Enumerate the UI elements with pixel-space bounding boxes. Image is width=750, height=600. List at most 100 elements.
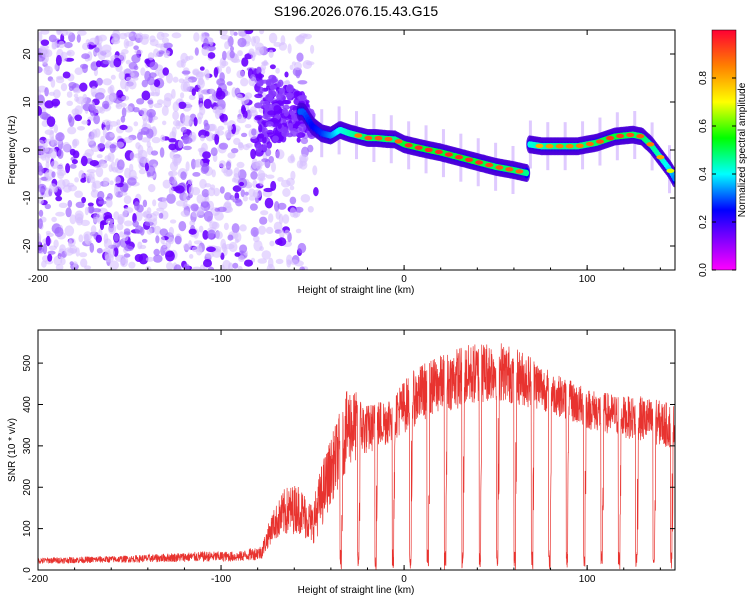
noise-blob: [148, 112, 153, 124]
noise-blob: [108, 164, 113, 172]
noise-blob: [234, 252, 241, 257]
noise-blob: [38, 218, 43, 229]
noise-blob: [50, 160, 59, 169]
noise-blob: [89, 107, 97, 117]
noise-blob: [166, 72, 173, 84]
noise-blob: [244, 124, 252, 129]
noise-blob: [167, 236, 174, 245]
noise-blob: [297, 242, 307, 254]
noise-blob: [242, 144, 250, 151]
noise-blob: [54, 226, 64, 238]
noise-blob: [135, 210, 143, 222]
noise-blob: [259, 246, 264, 252]
noise-blob: [40, 30, 50, 35]
noise-blob: [241, 104, 246, 115]
noise-blob: [103, 238, 112, 249]
noise-blob: [115, 182, 125, 188]
signal-hotspot: [364, 135, 373, 141]
noise-blob: [250, 74, 256, 82]
noise-blob: [255, 46, 264, 56]
snr-marks: [38, 343, 675, 570]
cluster-blob: [258, 124, 263, 133]
noise-blob: [251, 158, 258, 170]
noise-blob: [48, 245, 58, 251]
noise-blob: [307, 144, 314, 153]
noise-blob: [105, 218, 115, 225]
noise-blob: [275, 149, 285, 160]
noise-blob: [40, 185, 45, 196]
noise-blob: [160, 236, 165, 245]
noise-blob: [99, 106, 105, 114]
cluster-blob: [258, 72, 262, 80]
noise-blob: [237, 37, 247, 48]
noise-blob: [82, 103, 93, 112]
noise-blob: [289, 207, 296, 218]
noise-blob: [243, 30, 254, 35]
noise-blob: [80, 177, 87, 183]
noise-blob: [166, 193, 176, 204]
cluster-blob: [254, 115, 263, 119]
noise-blob: [168, 138, 177, 143]
colorbar-gradient: [711, 29, 737, 271]
noise-blob: [231, 177, 237, 183]
noise-blob: [153, 103, 163, 109]
x-tick-label: 100: [579, 274, 596, 285]
noise-blob: [300, 194, 311, 203]
noise-blob: [67, 126, 77, 135]
noise-blob: [95, 234, 103, 243]
noise-blob: [307, 206, 314, 213]
spectrogram-xlabel: Height of straight line (km): [298, 285, 415, 296]
signal-hotspot: [606, 135, 614, 141]
noise-blob: [153, 79, 161, 88]
noise-blob: [216, 130, 225, 136]
cluster-blob: [269, 85, 277, 91]
noise-blob: [38, 246, 44, 254]
snr-xlabel: Height of straight line (km): [298, 585, 415, 596]
noise-blob: [147, 184, 156, 193]
noise-blob: [228, 241, 238, 253]
noise-blob: [84, 265, 92, 270]
noise-blob: [178, 101, 187, 110]
signal-hotspot: [555, 144, 564, 149]
noise-blob: [282, 214, 290, 224]
noise-blob: [123, 136, 133, 144]
noise-blob: [199, 66, 205, 71]
signal-hotspot: [636, 134, 645, 139]
noise-blob: [40, 146, 50, 153]
noise-blob: [84, 206, 89, 216]
noise-blob: [162, 120, 167, 126]
noise-blob: [146, 207, 152, 215]
noise-blob: [284, 71, 289, 78]
noise-blob: [299, 154, 309, 163]
noise-blob: [295, 206, 304, 213]
noise-blob: [188, 228, 197, 235]
noise-blob: [44, 65, 50, 72]
noise-blob: [123, 253, 131, 258]
noise-blob: [185, 56, 191, 61]
noise-blob: [168, 143, 177, 151]
noise-blob: [120, 115, 126, 123]
noise-blob: [132, 220, 139, 228]
noise-blob: [55, 54, 62, 66]
noise-blob: [240, 77, 249, 87]
noise-blob: [132, 107, 140, 113]
noise-blob: [238, 181, 245, 187]
noise-blob: [53, 124, 58, 134]
x-tick-label: -200: [28, 574, 48, 585]
noise-blob: [86, 119, 91, 126]
noise-blob: [132, 213, 137, 223]
noise-blob: [90, 189, 100, 198]
noise-blob: [150, 150, 159, 156]
noise-blob: [125, 76, 133, 82]
noise-blob: [266, 263, 275, 270]
noise-blob: [216, 78, 226, 86]
signal-band: [296, 102, 675, 188]
noise-blob: [173, 153, 183, 164]
spectrogram-ylabel: Frequency (Hz): [7, 116, 18, 185]
noise-blob: [194, 47, 199, 56]
noise-blob: [102, 59, 111, 65]
noise-blob: [188, 94, 196, 101]
noise-blob: [231, 148, 239, 154]
noise-blob: [219, 186, 225, 194]
noise-blob: [132, 76, 139, 81]
